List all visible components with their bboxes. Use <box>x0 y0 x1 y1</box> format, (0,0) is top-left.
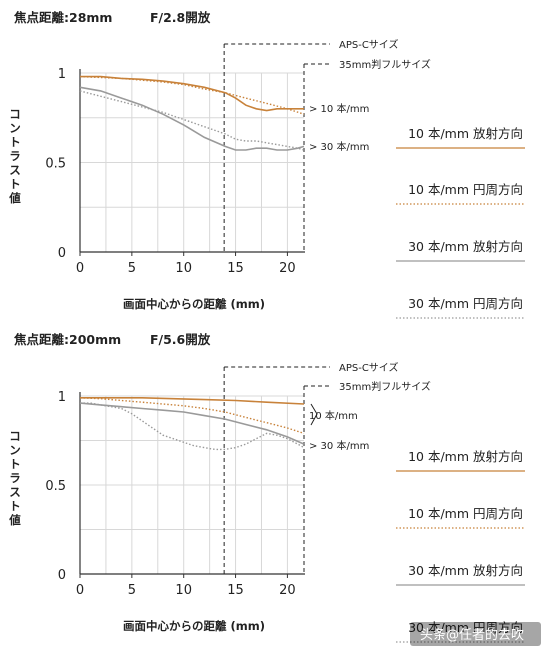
legend-label: 30 本/mm 放射方向 <box>408 563 523 578</box>
x-tick-label: 15 <box>227 261 244 276</box>
x-tick-label: 20 <box>279 583 296 598</box>
series-line-2 <box>79 86 305 151</box>
series-line-0 <box>80 396 305 405</box>
legend-label: 30 本/mm 放射方向 <box>408 239 523 254</box>
x-tick-label: 10 <box>175 583 192 598</box>
legend-label: 10 本/mm 円周方向 <box>408 506 523 521</box>
x-axis-label: 画面中心からの距離 (mm) <box>123 297 265 311</box>
reference-label-aps-c: APS-Cサイズ <box>339 38 399 51</box>
legend-label: 30 本/mm 円周方向 <box>408 620 523 635</box>
line-group-annotation: > 30 本/mm <box>309 439 369 452</box>
chart-header-focal: 焦点距離:200mm <box>13 332 121 347</box>
x-tick-label: 20 <box>279 261 296 276</box>
watermark-background <box>410 622 541 646</box>
x-tick-label: 0 <box>76 261 84 276</box>
y-tick-label: 1 <box>58 67 66 82</box>
y-axis-label: コントラスト値 <box>8 429 21 527</box>
legend-label: 30 本/mm 円周方向 <box>408 296 523 311</box>
mtf-chart-28mm: 焦点距離:28mm F/2.8開放 0 5 10 15 20 0 0.5 1 画面中心からの距離 (… <box>8 10 525 319</box>
y-tick-label: 0 <box>58 246 66 261</box>
y-axis-label: コントラスト値 <box>8 107 21 205</box>
y-tick-label: 0.5 <box>45 157 66 172</box>
line-group-annotation: > 30 本/mm <box>309 140 369 153</box>
reference-label-aps-c: APS-Cサイズ <box>339 361 399 374</box>
x-tick-label: 5 <box>128 261 136 276</box>
watermark-text: 头条@任者的去吹 <box>420 627 524 643</box>
legend-label: 10 本/mm 放射方向 <box>408 126 523 141</box>
series-line-3 <box>79 90 305 151</box>
series-line-1 <box>79 75 305 115</box>
chart-header-aperture: F/5.6開放 <box>150 332 211 347</box>
chart-header-focal: 焦点距離:28mm <box>13 10 112 25</box>
x-axis-label: 画面中心からの距離 (mm) <box>123 619 265 633</box>
series-line-0 <box>80 75 304 112</box>
line-group-annotation: > 10 本/mm <box>309 102 369 115</box>
reference-label-full-frame: 35mm判フルサイズ <box>339 58 431 71</box>
chart-header-aperture: F/2.8開放 <box>150 10 211 25</box>
y-tick-label: 0.5 <box>45 479 66 494</box>
series-line-3 <box>80 402 305 451</box>
legend-label: 10 本/mm 放射方向 <box>408 449 523 464</box>
watermark: 头条@任者的去吹 <box>410 622 541 646</box>
legend-label: 10 本/mm 円周方向 <box>408 182 523 197</box>
x-tick-label: 10 <box>175 261 192 276</box>
y-tick-label: 0 <box>58 568 66 583</box>
y-tick-label: 1 <box>58 390 66 405</box>
x-tick-label: 15 <box>227 583 244 598</box>
line-group-annotation: 10 本/mm <box>309 409 358 422</box>
bracket-icon <box>310 403 318 426</box>
x-tick-label: 5 <box>128 583 136 598</box>
reference-label-full-frame: 35mm判フルサイズ <box>339 380 431 393</box>
mtf-chart-200mm: 焦点距離:200mm F/5.6開放 0 5 10 15 20 0 0.5 1 画面中心からの距離 … <box>8 332 525 643</box>
series-line-2 <box>79 402 305 445</box>
x-tick-label: 0 <box>76 583 84 598</box>
